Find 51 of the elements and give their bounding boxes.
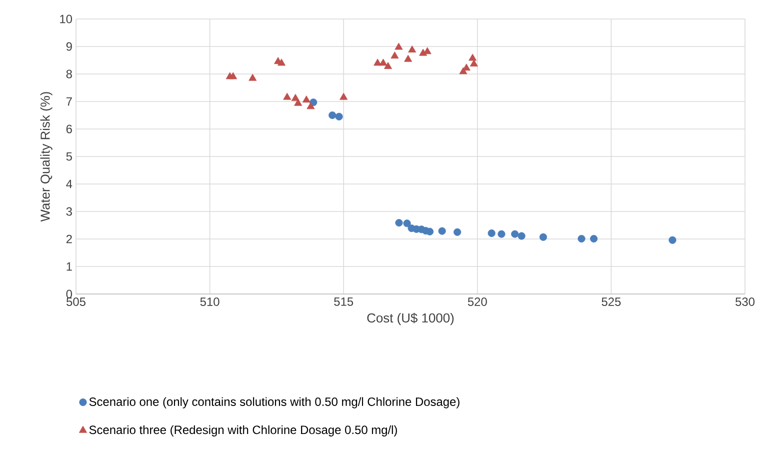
point: [518, 232, 526, 240]
y-tick-label: 10: [60, 14, 72, 24]
legend-label: Scenario one (only contains solutions with 0.50 mg/l Chlorine Dosage): [89, 397, 460, 408]
point: [229, 72, 238, 80]
y-tick-label: 6: [66, 124, 72, 134]
point: [468, 54, 477, 61]
y-tick-label: 9: [66, 42, 72, 51]
x-tick-label: 520: [468, 298, 487, 306]
point: [498, 230, 506, 238]
x-tick-label: 505: [66, 298, 86, 306]
x-tick-label: 525: [602, 298, 621, 306]
point: [438, 227, 446, 235]
point: [395, 218, 403, 227]
point: [470, 60, 478, 66]
point: [390, 52, 399, 59]
x-tick-label: 530: [736, 298, 755, 306]
point: [578, 234, 586, 243]
y-tick-label: 2: [66, 234, 72, 244]
y-tick-label: 3: [66, 207, 72, 216]
x-tick-label: 515: [334, 298, 354, 306]
y-tick-label: 4: [66, 180, 72, 188]
point: [302, 96, 310, 103]
point: [488, 229, 496, 238]
point: [403, 220, 411, 228]
point: [379, 58, 388, 66]
point: [340, 92, 348, 100]
point: [283, 92, 292, 100]
y-tick-label: 5: [66, 152, 72, 161]
point: [278, 58, 286, 66]
y-tick-label: 1: [66, 262, 72, 271]
point: [668, 236, 676, 244]
y-tick-label: 8: [66, 70, 72, 78]
point: [511, 230, 519, 238]
x-axis-title: Cost (U$ 1000): [367, 312, 454, 326]
point: [539, 233, 548, 241]
y-tick-label: 7: [66, 97, 72, 106]
x-tick-label: 510: [200, 298, 220, 306]
point: [394, 42, 403, 50]
y-axis-title: Water Quality Risk (%): [40, 92, 52, 222]
point: [384, 62, 392, 69]
point: [306, 102, 315, 110]
point: [404, 54, 412, 62]
point: [335, 112, 343, 120]
point: [328, 111, 336, 120]
point: [454, 228, 462, 236]
point: [294, 98, 302, 106]
legend-label: Scenario three (Redesign with Chlorine Dosage 0.50 mg/l): [89, 425, 397, 436]
point: [408, 45, 416, 52]
point: [590, 234, 598, 243]
point: [248, 74, 257, 81]
y-tick-label: 0: [66, 290, 72, 298]
